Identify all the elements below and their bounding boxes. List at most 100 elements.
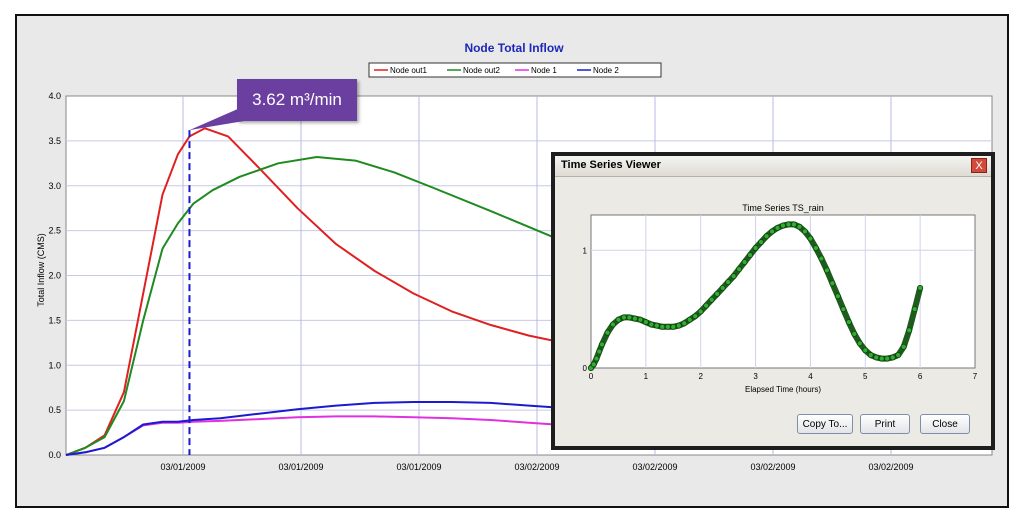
y-tick-label: 1.0	[48, 360, 61, 370]
legend-item: Node 2	[577, 66, 619, 75]
mini-data-point	[856, 340, 863, 347]
mini-data-point	[851, 330, 858, 337]
legend: Node out1 Node out2 Node 1 Node 2	[368, 62, 662, 78]
mini-data-point	[812, 244, 819, 251]
mini-x-tick-label: 0	[589, 372, 594, 381]
mini-data-point	[670, 323, 677, 330]
x-tick-label: 03/01/2009	[396, 462, 441, 472]
mini-data-point	[631, 315, 638, 322]
close-icon[interactable]: X	[971, 158, 987, 173]
mini-data-point	[829, 280, 836, 287]
mini-data-point	[862, 347, 869, 354]
legend-label: Node 2	[593, 66, 619, 75]
mini-data-point	[884, 355, 891, 362]
callout-pointer	[189, 108, 250, 131]
y-axis-label: Total Inflow (CMS)	[36, 233, 46, 307]
mini-data-point	[790, 221, 797, 228]
mini-data-point	[681, 320, 688, 327]
mini-x-tick-label: 2	[698, 372, 703, 381]
mini-data-point	[596, 348, 603, 355]
mini-x-tick-label: 3	[753, 372, 758, 381]
y-tick-label: 0.5	[48, 405, 61, 415]
print-button[interactable]: Print	[860, 414, 910, 434]
mini-data-point	[593, 355, 600, 362]
mini-data-point	[917, 284, 924, 291]
mini-plot-area	[590, 214, 976, 369]
y-tick-label: 2.5	[48, 226, 61, 236]
mini-data-point	[604, 329, 611, 336]
mini-data-point	[834, 293, 841, 300]
mini-data-point	[692, 313, 699, 320]
x-tick-label: 03/01/2009	[160, 462, 205, 472]
mini-data-point	[736, 266, 743, 273]
mini-chart-title: Time Series TS_rain	[742, 203, 824, 213]
mini-y-tick-label: 1	[583, 246, 588, 255]
mini-data-point	[615, 316, 622, 323]
mini-data-point	[878, 355, 885, 362]
mini-data-point	[779, 222, 786, 229]
mini-data-point	[801, 228, 808, 235]
mini-data-point	[609, 321, 616, 328]
legend-label: Node out2	[463, 66, 500, 75]
mini-data-point	[840, 306, 847, 313]
legend-item: Node 1	[515, 66, 557, 75]
mini-x-tick-label: 7	[973, 372, 978, 381]
mini-x-axis-label: Elapsed Time (hours)	[745, 385, 821, 394]
mini-data-point	[900, 343, 907, 350]
mini-data-point	[653, 322, 660, 329]
y-tick-labels: 0.0 0.5 1.0 1.5 2.0 2.5 3.0 3.5 4.0	[48, 91, 61, 460]
chart-title: Node Total Inflow	[464, 41, 564, 55]
mini-data-point	[807, 235, 814, 242]
viewer-title: Time Series Viewer	[561, 159, 661, 171]
mini-data-point	[637, 316, 644, 323]
mini-data-point	[906, 327, 913, 334]
legend-item: Node out1	[374, 66, 427, 75]
y-tick-label: 4.0	[48, 91, 61, 101]
mini-data-point	[598, 341, 605, 348]
x-tick-label: 03/02/2009	[868, 462, 913, 472]
y-tick-label: 3.5	[48, 136, 61, 146]
mini-data-point	[697, 308, 704, 315]
copy-to-button[interactable]: Copy To...	[797, 414, 853, 434]
y-tick-label: 2.0	[48, 271, 61, 281]
mini-data-point	[620, 314, 627, 321]
mini-x-tick-label: 1	[644, 372, 649, 381]
mini-data-point	[659, 323, 666, 330]
mini-data-point	[747, 252, 754, 259]
mini-data-point	[642, 319, 649, 326]
close-button[interactable]: Close	[920, 414, 970, 434]
x-tick-label: 03/02/2009	[514, 462, 559, 472]
y-tick-label: 3.0	[48, 181, 61, 191]
mini-data-point	[741, 259, 748, 266]
mini-x-tick-label: 4	[808, 372, 813, 381]
legend-item: Node out2	[447, 66, 500, 75]
mini-data-point	[730, 273, 737, 280]
y-tick-label: 0.0	[48, 450, 61, 460]
x-tick-labels: 03/01/2009 03/01/2009 03/01/2009 03/02/2009…	[160, 462, 913, 472]
mini-y-tick-labels: 01	[583, 246, 588, 373]
mini-data-point	[889, 354, 896, 361]
mini-series-points	[588, 221, 924, 371]
mini-data-point	[708, 296, 715, 303]
mini-data-point	[758, 239, 765, 246]
mini-data-point	[714, 290, 721, 297]
mini-data-point	[686, 316, 693, 323]
mini-data-point	[774, 224, 781, 231]
mini-data-point	[911, 306, 918, 313]
mini-data-point	[648, 321, 655, 328]
mini-data-point	[703, 302, 710, 309]
viewer-titlebar[interactable]: Time Series Viewer X	[555, 156, 991, 177]
mini-data-point	[590, 361, 597, 368]
mini-x-tick-label: 5	[863, 372, 868, 381]
mini-x-tick-labels: 0 1 2 3 4 5 6 7	[589, 372, 978, 381]
mini-data-point	[725, 279, 732, 286]
mini-data-point	[752, 244, 759, 251]
mini-data-point	[823, 267, 830, 274]
y-tick-label: 1.5	[48, 315, 61, 325]
mini-data-point	[626, 314, 633, 321]
mini-x-tick-label: 6	[918, 372, 923, 381]
x-tick-label: 03/01/2009	[278, 462, 323, 472]
x-tick-label: 03/02/2009	[632, 462, 677, 472]
